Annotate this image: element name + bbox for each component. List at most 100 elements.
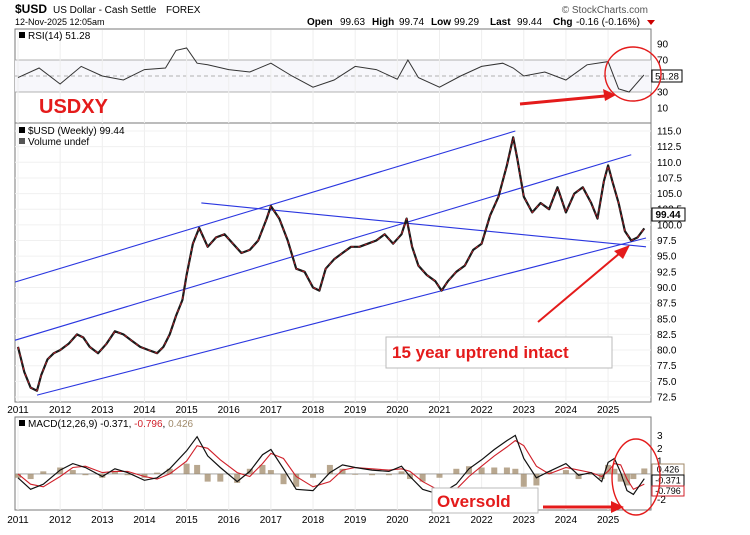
price-x-tick-label: 2017: [260, 405, 283, 416]
volume-legend-swatch: [19, 138, 25, 144]
chg-label: Chg: [553, 17, 572, 28]
price-tick-label: 82.5: [657, 330, 677, 341]
rsi-last-marker: [651, 69, 683, 83]
channel-trendline: [201, 202, 647, 248]
uptrend-arrowhead: [614, 245, 630, 259]
macd-histogram-bar: [385, 473, 392, 476]
macd-histogram-bar: [141, 473, 148, 478]
macd-histogram-bar: [491, 467, 498, 474]
macd-legend-swatch: [19, 420, 25, 426]
price-x-tick-label: 2022: [470, 405, 493, 416]
price-tick-label: 77.5: [657, 361, 677, 372]
price-x-tick-label: 2015: [175, 405, 198, 416]
macd-histogram-bar: [259, 464, 266, 474]
rsi-tick-label: 10: [657, 104, 669, 115]
rsi-tick-label: 70: [657, 56, 669, 67]
low-value: 99.29: [454, 17, 479, 28]
macd-histogram-bar: [310, 473, 317, 478]
macd-histogram-bar: [575, 473, 582, 480]
macd-histogram-bar: [204, 473, 211, 482]
macd-line: [17, 434, 645, 496]
channel-trendline: [36, 237, 647, 396]
macd-histogram-bar: [293, 473, 300, 487]
instrument-name: US Dollar - Cash Settle: [53, 5, 157, 16]
macd-legend-value: -0.371: [100, 419, 129, 430]
high-value: 99.74: [399, 17, 424, 28]
macd-x-tick-label: 2020: [386, 515, 409, 526]
macd-x-tick-label: 2015: [175, 515, 198, 526]
price-tick-label: 90.0: [657, 283, 677, 294]
macd-histogram-bar: [641, 468, 648, 474]
macd-histogram-bar: [611, 468, 618, 474]
macd-x-tick-label: 2025: [597, 515, 620, 526]
price-tick-label: 75.0: [657, 377, 677, 388]
price-x-tick-label: 2024: [555, 405, 578, 416]
uptrend-callout-box: [385, 336, 613, 369]
price-tick-label: 112.5: [657, 142, 682, 153]
macd-tick-label: 2: [657, 444, 663, 455]
symbol-label: $USD: [15, 2, 47, 16]
price-x-tick-label: 2011: [7, 405, 29, 416]
oversold-callout-text: Oversold: [437, 492, 511, 511]
macd-legend-hist: 0.426: [168, 419, 193, 430]
price-tick-label: 97.5: [657, 236, 677, 247]
rsi-line: [17, 47, 645, 93]
macd-histogram-bar: [166, 468, 173, 474]
macd-histogram-bar: [588, 473, 595, 475]
macd-x-tick-label: 2022: [470, 515, 493, 526]
macd-x-tick-label: 2023: [513, 515, 536, 526]
uptrend-callout-text: 15 year uptrend intact: [392, 343, 569, 362]
exchange-label: FOREX: [166, 5, 201, 16]
open-value: 99.63: [340, 17, 365, 28]
macd-histogram-bar: [40, 471, 47, 474]
macd-histogram-bar: [617, 473, 624, 482]
macd-histogram-bar: [267, 470, 274, 474]
macd-x-tick-label: 2019: [344, 515, 367, 526]
macd-x-tick-label: 2011: [7, 515, 29, 526]
macd-histogram-bar: [465, 466, 472, 474]
macd-histogram-bar: [352, 473, 359, 475]
usdxy-title: USDXY: [39, 96, 109, 118]
price-tick-label: 110.0: [657, 158, 682, 169]
macd-tick-label: 1: [657, 457, 663, 468]
price-x-tick-label: 2020: [386, 405, 409, 416]
macd-legend-prefix: MACD(12,26,9): [28, 419, 97, 430]
macd-legend-signal: -0.796: [134, 419, 163, 430]
macd-legend: MACD(12,26,9) -0.371, -0.796, 0.426: [28, 419, 194, 430]
macd-histogram-bar: [27, 473, 34, 480]
macd-tick-label: 3: [657, 431, 663, 442]
price-down-weeks: [17, 136, 645, 392]
macd-histogram-bar: [398, 471, 405, 474]
price-tick-label: 115.0: [657, 127, 682, 138]
price-tick-label: 107.5: [657, 173, 682, 184]
price-x-tick-label: 2021: [428, 405, 451, 416]
macd-x-tick-label: 2017: [260, 515, 283, 526]
watermark: © StockCharts.com: [562, 5, 648, 16]
macd-histogram-bar: [453, 468, 460, 474]
macd-histogram-bar: [605, 464, 612, 474]
macd-histogram-bar: [339, 468, 346, 474]
price-tick-label: 80.0: [657, 346, 677, 357]
macd-x-tick-label: 2018: [302, 515, 325, 526]
price-x-tick-label: 2014: [133, 405, 156, 416]
price-tick-label: 85.0: [657, 314, 677, 325]
macd-histogram-bar: [280, 473, 287, 485]
price-x-tick-label: 2013: [91, 405, 114, 416]
macd-histogram-bar: [546, 471, 553, 474]
chart-date: 12-Nov-2025 12:05am: [15, 17, 105, 27]
macd-x-tick-label: 2014: [133, 515, 156, 526]
price-x-tick-label: 2019: [344, 405, 367, 416]
macd-x-tick-label: 2021: [428, 515, 451, 526]
price-last-value: 99.44: [655, 210, 680, 221]
high-label: High: [372, 17, 394, 28]
rsi-last-value: 51.28: [655, 72, 679, 83]
price-x-tick-label: 2012: [49, 405, 72, 416]
price-tick-label: 105.0: [657, 189, 682, 200]
price-x-tick-label: 2023: [513, 405, 536, 416]
macd-histogram-bar: [234, 473, 241, 483]
macd-histogram-bar: [124, 473, 131, 476]
macd-hist-value: 0.426: [657, 465, 680, 475]
macd-last-value: -0.371: [655, 476, 681, 486]
channel-trendline: [15, 154, 632, 341]
